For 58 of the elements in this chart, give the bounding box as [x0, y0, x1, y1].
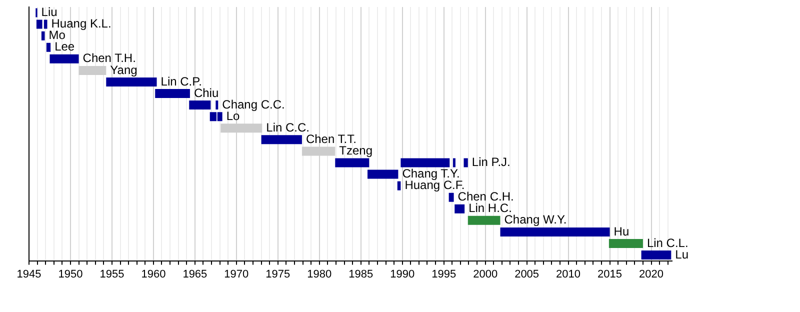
y-tick-label: Lee: [54, 40, 75, 54]
bar: [261, 135, 302, 144]
bar: [641, 250, 672, 260]
x-tick-label: 1965: [182, 268, 208, 280]
bar: [397, 181, 401, 190]
y-tick-label: Chen C.H.: [458, 190, 514, 204]
bar: [46, 42, 51, 52]
bar: [454, 204, 465, 214]
y-tick-label: Lo: [226, 108, 240, 123]
bar: [50, 54, 79, 64]
bar: [468, 216, 500, 225]
x-tick-label: 1975: [266, 268, 290, 280]
x-tick-label: 1995: [432, 268, 456, 280]
bar: [500, 227, 610, 236]
x-tick-label: 1985: [348, 268, 374, 280]
y-tick-label: Chiu: [194, 86, 219, 100]
bar: [41, 31, 45, 40]
y-tick-label: Tzeng: [339, 144, 373, 158]
y-tick-label: Lin P.J.: [472, 155, 510, 170]
y-tick-label: Lin H.C.: [468, 201, 512, 216]
y-tick-label: Chang T.Y.: [402, 166, 460, 181]
bar: [368, 170, 398, 179]
y-tick-label: Hu: [614, 224, 630, 238]
bar: [464, 158, 468, 168]
x-tick-label: 1970: [224, 268, 249, 280]
x-tick-label: 2015: [598, 268, 622, 280]
y-tick-label: Chang W.Y.: [504, 212, 567, 227]
x-tick-label: 2020: [639, 268, 664, 280]
bar: [608, 238, 643, 248]
bar: [78, 66, 106, 75]
y-tick-label: Yang: [110, 62, 138, 77]
y-tick-label: Huang K.L.: [51, 16, 112, 31]
y-tick-label: Lu: [675, 247, 689, 262]
bar: [216, 100, 218, 110]
x-tick-label: 1945: [16, 268, 42, 280]
x-tick-label: 1990: [390, 268, 415, 280]
bar: [452, 158, 456, 168]
y-tick-label: Chen T.H.: [82, 51, 136, 66]
bar: [155, 89, 190, 98]
bar: [335, 158, 370, 168]
y-tick-label: Mo: [48, 28, 66, 42]
x-tick-label: 2010: [556, 268, 581, 280]
y-tick-label: Lin C.C.: [266, 120, 310, 134]
x-tick-label: 2005: [514, 268, 540, 280]
y-tick-label: Lin C.P.: [160, 74, 202, 88]
x-tick-label: 1950: [58, 268, 83, 280]
y-tick-label: Chang C.C.: [222, 97, 285, 112]
x-tick-label: 1960: [141, 268, 166, 280]
y-tick-label: Lin C.L.: [646, 236, 688, 250]
bar: [106, 77, 157, 86]
bar: [448, 192, 454, 202]
x-tick-label: 1980: [307, 268, 332, 280]
bar: [400, 158, 450, 168]
y-tick-label: Liu: [41, 5, 58, 20]
y-tick-label: Chen T.T.: [306, 132, 356, 146]
bar: [189, 100, 211, 110]
x-tick-label: 1955: [100, 268, 124, 280]
x-tick-label: 2000: [473, 268, 498, 280]
